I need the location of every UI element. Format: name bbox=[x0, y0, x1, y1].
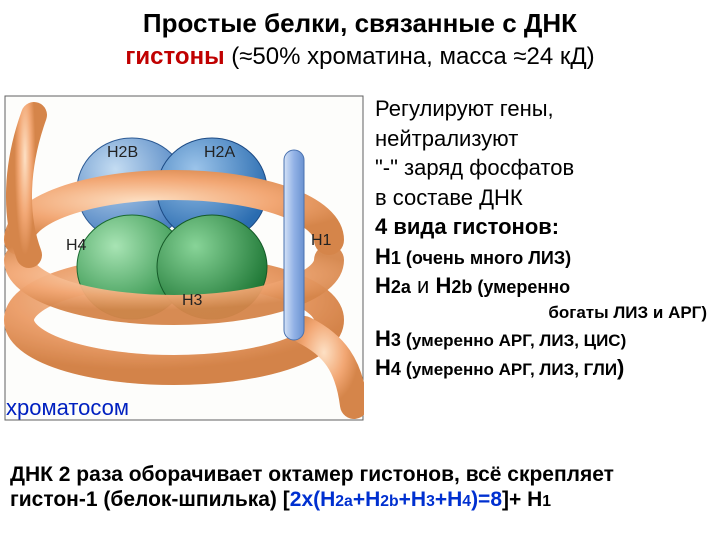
h4-sub: 4 ( bbox=[391, 359, 412, 379]
label-h2b: H2B bbox=[107, 144, 138, 161]
h3-h: Н bbox=[375, 326, 391, 351]
desc-l2: нейтрализуют bbox=[375, 125, 715, 153]
h4-h: Н bbox=[375, 355, 391, 380]
bottom-l1: ДНК 2 раза оборачивает октамер гистонов,… bbox=[10, 462, 710, 487]
h1-sub: 1 (очень bbox=[391, 248, 465, 268]
h1-linker bbox=[284, 150, 304, 340]
b2f: +Н bbox=[399, 488, 426, 511]
h2-and: и bbox=[411, 273, 436, 298]
h2a-sub: 2а bbox=[391, 277, 411, 297]
nucleosome-diagram: H2B H2A H4 H3 H1 bbox=[4, 95, 364, 425]
b2j: )=8 bbox=[471, 488, 502, 511]
b2k: ]+ Н bbox=[502, 488, 542, 511]
desc-h2ab: Н2а и Н2b (умеренно bbox=[375, 272, 715, 300]
page-title: Простые белки, связанные с ДНК bbox=[0, 0, 720, 39]
desc-h4: Н4 (умеренно АРГ, ЛИЗ, ГЛИ) bbox=[375, 354, 715, 382]
h4-close: ) bbox=[617, 355, 624, 380]
b2e: 2b bbox=[380, 493, 398, 510]
desc-h2f: богаты ЛИЗ и АРГ) bbox=[375, 302, 715, 323]
b2g: 3 bbox=[426, 493, 435, 510]
h1-h: Н bbox=[375, 244, 391, 269]
h2b-rest: 2b (умеренно bbox=[451, 277, 570, 297]
h3-rest: умеренно АРГ, ЛИЗ, ЦИС) bbox=[412, 331, 626, 350]
h2b-h: Н bbox=[435, 273, 451, 298]
desc-l4: в составе ДНК bbox=[375, 184, 715, 212]
h3-sub: 3 ( bbox=[391, 330, 412, 350]
label-h1: H1 bbox=[311, 232, 332, 249]
bottom-text: ДНК 2 раза оборачивает октамер гистонов,… bbox=[10, 462, 710, 512]
label-h2a: H2A bbox=[204, 144, 235, 161]
h4-rest: умеренно АРГ, ЛИЗ, ГЛИ bbox=[412, 360, 617, 379]
desc-l5: 4 вида гистонов: bbox=[375, 213, 715, 241]
b2d: +Н bbox=[353, 488, 380, 511]
desc-h3: Н3 (умеренно АРГ, ЛИЗ, ЦИС) bbox=[375, 325, 715, 353]
b2a: гистон-1 (белок-шпилька) [ bbox=[10, 488, 290, 511]
desc-l1: Регулируют гены, bbox=[375, 95, 715, 123]
subtitle-histone: гистоны bbox=[125, 43, 224, 70]
h1-rest: много ЛИЗ) bbox=[465, 248, 571, 268]
b2i: 4 bbox=[462, 493, 471, 510]
b2b: 2х(Н bbox=[290, 488, 336, 511]
subtitle: гистоны (≈50% хроматина, масса ≈24 кД) bbox=[0, 39, 720, 71]
b2h: +Н bbox=[435, 488, 462, 511]
b2c: 2а bbox=[335, 493, 353, 510]
h2a-h: Н bbox=[375, 273, 391, 298]
desc-h1: Н1 (очень много ЛИЗ) bbox=[375, 243, 715, 271]
label-h4: H4 bbox=[66, 237, 87, 254]
bottom-l2: гистон-1 (белок-шпилька) [2х(Н2а+Н2b+Н3+… bbox=[10, 487, 710, 512]
desc-l3: "-" заряд фосфатов bbox=[375, 154, 715, 182]
b2l: 1 bbox=[542, 493, 551, 510]
label-h3: H3 bbox=[182, 292, 203, 309]
description-text: Регулируют гены, нейтрализуют "-" заряд … bbox=[375, 95, 715, 384]
chromatosome-label: хроматосом bbox=[6, 395, 129, 421]
subtitle-rest: (≈50% хроматина, масса ≈24 кД) bbox=[225, 43, 595, 70]
